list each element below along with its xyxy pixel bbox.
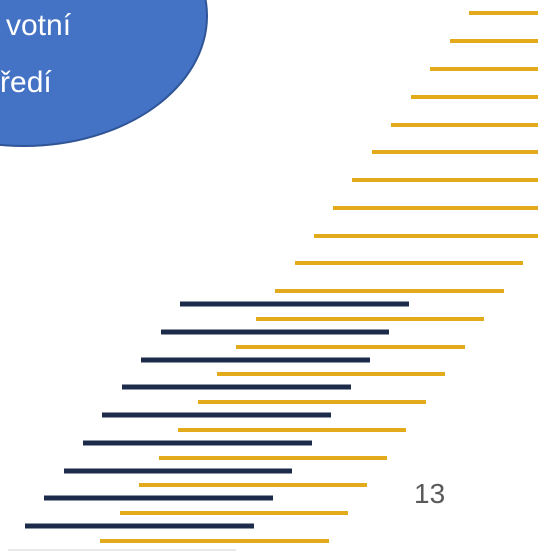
slide-number: 13 bbox=[414, 478, 446, 509]
bottom-divider bbox=[8, 549, 236, 551]
callout-line-2: ostředí bbox=[0, 66, 52, 99]
gold-bars bbox=[100, 11, 538, 543]
navy-bars bbox=[25, 301, 409, 529]
callout-line-1: votní bbox=[6, 9, 72, 42]
